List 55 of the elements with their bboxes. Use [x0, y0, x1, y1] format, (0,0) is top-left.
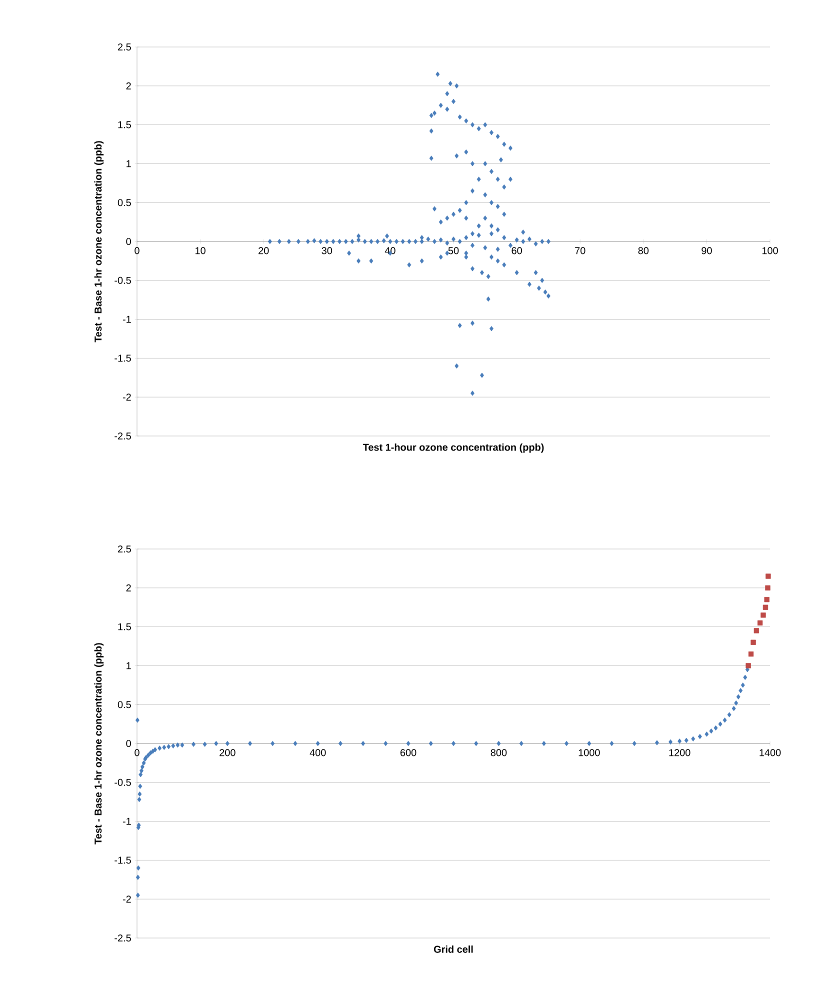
x-tick-label: 50	[448, 247, 459, 254]
y-tick-label: 1.5	[118, 623, 131, 630]
y-tick-label: 1	[126, 160, 131, 168]
y-tick-label: 2	[126, 584, 131, 592]
x-tick-label: 30	[322, 247, 332, 254]
y-tick-label: 2.5	[118, 43, 131, 51]
point	[757, 620, 763, 626]
x-tick-label: 0	[134, 247, 140, 254]
point	[750, 640, 756, 645]
y-tick-label: -0.5	[114, 778, 131, 786]
y-tick-label: 0	[126, 740, 131, 748]
point	[762, 604, 768, 610]
point	[748, 651, 754, 657]
x-tick-label: 200	[220, 749, 236, 756]
y-tick-label: 2	[126, 82, 131, 90]
x-tick-label: 40	[384, 247, 396, 254]
point	[765, 585, 770, 590]
x-axis-title: Grid cell	[434, 946, 473, 953]
point	[764, 596, 770, 602]
x-tick-label: 1400	[760, 749, 781, 756]
y-axis-title: Test - Base 1-hr ozone concentration (ppb)	[94, 141, 104, 342]
y-tick-label: 0.5	[118, 199, 131, 206]
x-tick-label: 1000	[578, 749, 600, 756]
x-tick-label: 600	[400, 749, 416, 756]
y-tick-label: -1	[122, 316, 131, 323]
y-tick-label: -1	[122, 818, 131, 825]
y-tick-label: -2	[122, 896, 131, 903]
point	[754, 628, 760, 634]
x-axis-title: Test 1-hour ozone concentration (ppb)	[362, 444, 544, 453]
y-tick-label: -2	[122, 394, 131, 401]
x-tick-label: 80	[638, 247, 649, 254]
y-tick-label: -2.5	[114, 432, 131, 440]
x-tick-label: 800	[490, 749, 507, 756]
y-tick-label: -0.5	[114, 276, 131, 284]
x-tick-label: 400	[310, 749, 326, 756]
y-tick-label: 1	[126, 662, 131, 670]
y-axis-title: Test - Base 1-hr ozone concentration (ppb)	[94, 643, 104, 844]
y-tick-label: 2.5	[118, 545, 131, 553]
x-tick-label: 90	[702, 247, 712, 254]
y-tick-label: -1.5	[114, 354, 131, 362]
x-tick-label: 100	[762, 247, 778, 254]
x-tick-label: 60	[512, 247, 522, 254]
x-tick-label: 1200	[669, 749, 690, 756]
y-tick-label: -2.5	[114, 934, 131, 942]
y-tick-label: -1.5	[114, 856, 131, 864]
point	[766, 574, 771, 579]
x-tick-label: 20	[258, 247, 269, 254]
y-tick-label: 0	[126, 238, 131, 246]
x-tick-label: 10	[196, 247, 206, 254]
x-tick-label: 0	[134, 749, 140, 756]
y-tick-label: 0.5	[118, 701, 131, 708]
point	[746, 663, 751, 668]
x-tick-label: 70	[575, 247, 586, 254]
point	[760, 612, 766, 618]
y-tick-label: 1.5	[118, 121, 131, 128]
